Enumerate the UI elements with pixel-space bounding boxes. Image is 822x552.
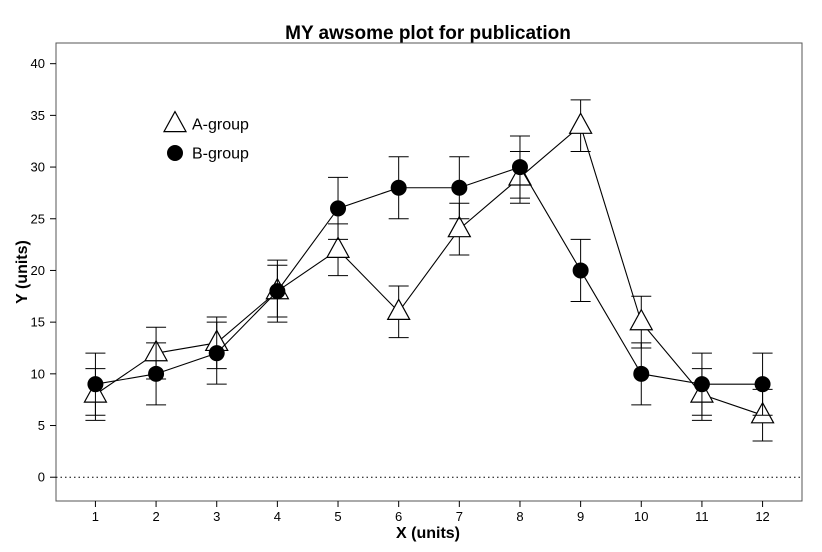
legend-label: A-group <box>192 117 249 134</box>
x-tick-label: 8 <box>516 509 523 524</box>
legend: A-group B-group <box>162 110 249 163</box>
y-tick-label: 15 <box>31 315 45 330</box>
data-point <box>568 112 593 134</box>
data-point <box>572 262 589 279</box>
x-tick-label: 11 <box>695 509 709 524</box>
data-point <box>451 179 468 196</box>
x-tick-label: 4 <box>274 509 281 524</box>
x-tick-label: 6 <box>395 509 402 524</box>
y-tick-label: 5 <box>38 418 45 433</box>
series-line <box>95 166 763 385</box>
x-tick-label: 10 <box>634 509 648 524</box>
y-tick-label: 30 <box>31 160 45 175</box>
data-point <box>633 365 650 382</box>
x-tick-label: 9 <box>577 509 584 524</box>
y-axis-title: Y (units) <box>14 240 31 304</box>
x-tick-label: 2 <box>152 509 159 524</box>
y-tick-label: 10 <box>31 366 45 381</box>
data-point <box>447 215 472 238</box>
data-point <box>693 376 710 393</box>
y-tick-label: 20 <box>31 263 45 278</box>
y-axis: 0 5 10 15 20 25 30 35 40 <box>31 56 56 485</box>
y-tick-label: 0 <box>38 470 45 485</box>
legend-marker <box>167 145 183 161</box>
plot-border <box>55 42 803 502</box>
data-point <box>511 159 528 176</box>
chart-title: MY awsome plot for publication <box>285 23 571 44</box>
data-point <box>148 365 165 382</box>
data-point <box>386 298 411 321</box>
x-axis: 1 2 3 4 5 6 7 8 9 10 11 12 <box>92 501 770 524</box>
series-layer <box>83 99 775 442</box>
x-tick-label: 1 <box>92 509 99 524</box>
x-tick-label: 3 <box>213 509 220 524</box>
x-tick-label: 7 <box>456 509 463 524</box>
series-a-group <box>83 99 775 442</box>
y-tick-label: 35 <box>31 108 45 123</box>
data-point <box>390 179 407 196</box>
series-b-group <box>85 135 773 416</box>
x-tick-label: 12 <box>755 509 769 524</box>
data-point <box>208 345 225 362</box>
series-line <box>95 124 763 416</box>
x-tick-label: 5 <box>334 509 341 524</box>
y-tick-label: 40 <box>31 56 45 71</box>
data-point <box>87 376 104 393</box>
x-axis-title: X (units) <box>396 525 460 542</box>
data-point <box>754 376 771 393</box>
legend-label: B-group <box>192 146 249 163</box>
legend-marker <box>162 110 188 133</box>
data-point <box>269 283 286 300</box>
data-point <box>330 200 347 217</box>
data-point <box>326 236 351 258</box>
data-point <box>629 308 654 331</box>
y-tick-label: 25 <box>31 211 45 226</box>
